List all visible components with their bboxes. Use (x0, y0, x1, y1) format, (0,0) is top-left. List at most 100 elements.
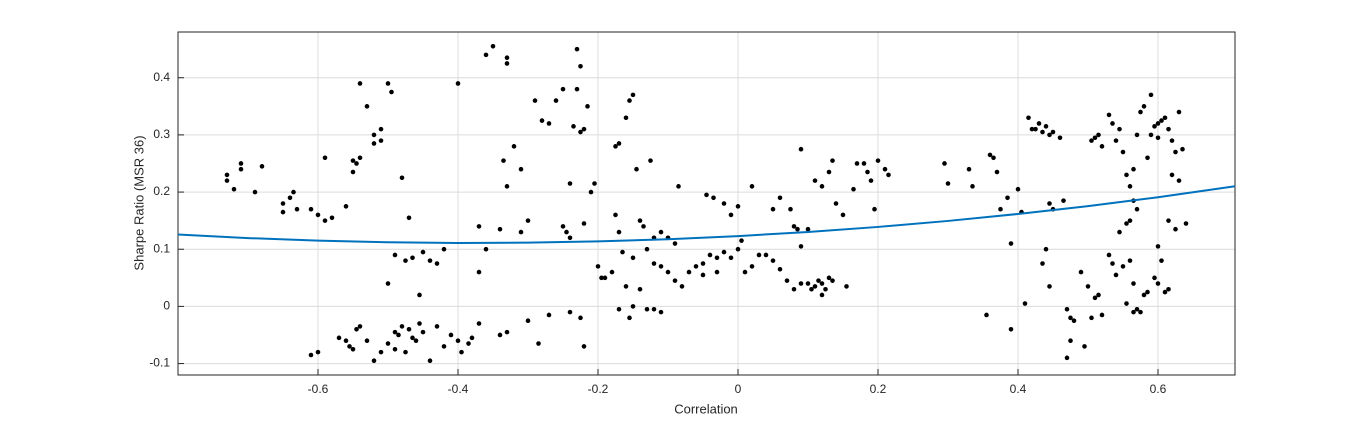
scatter-point (364, 104, 370, 109)
x-tick-label: 0.4 (1010, 382, 1027, 396)
scatter-point (343, 338, 349, 344)
scatter-point (616, 141, 622, 146)
scatter-point (413, 338, 419, 344)
scatter-point (455, 81, 461, 86)
scatter-point (830, 278, 835, 283)
scatter-point (651, 306, 657, 312)
scatter-point (1092, 135, 1098, 141)
scatter-point (371, 141, 377, 146)
scatter-point (343, 204, 349, 209)
scatter-point (861, 161, 867, 166)
scatter-point (581, 344, 587, 349)
scatter-point (1096, 132, 1101, 138)
scatter-point (840, 212, 846, 218)
scatter-point (403, 258, 408, 263)
scatter-point (459, 349, 464, 355)
scatter-point (378, 349, 384, 355)
scatter-point (991, 155, 996, 161)
scatter-point (648, 158, 653, 163)
scatter-point (224, 178, 230, 183)
scatter-point (1099, 144, 1105, 149)
scatter-point (623, 115, 629, 121)
scatter-point (504, 184, 510, 189)
scatter-point (1096, 292, 1101, 298)
scatter-point (585, 104, 590, 109)
scatter-point (749, 264, 755, 269)
x-axis-label: Correlation (674, 401, 738, 416)
scatter-point (854, 161, 860, 166)
scatter-point (791, 224, 797, 229)
scatter-point (630, 304, 636, 309)
scatter-point (1180, 146, 1185, 152)
scatter-point (812, 284, 818, 289)
scatter-point (578, 64, 583, 69)
scatter-point (1047, 132, 1052, 138)
scatter-point (882, 166, 888, 172)
scatter-point (676, 184, 681, 189)
scatter-point (441, 344, 447, 349)
scatter-point (357, 81, 363, 86)
scatter-point (1120, 149, 1126, 155)
scatter-point (599, 275, 604, 281)
scatter-point (560, 86, 566, 92)
scatter-point (511, 144, 517, 149)
x-tick-label: 0 (735, 382, 742, 396)
scatter-point (1036, 121, 1042, 126)
scatter-point (238, 161, 244, 166)
scatter-point (1166, 218, 1171, 223)
scatter-point (350, 158, 356, 163)
scatter-point (427, 258, 433, 263)
scatter-point (1078, 269, 1084, 275)
scatter-point (403, 349, 408, 355)
scatter-point (721, 249, 727, 255)
scatter-point (1110, 261, 1115, 266)
scatter-point (1057, 135, 1063, 141)
scatter-point (1110, 121, 1115, 126)
scatter-point (970, 184, 975, 189)
scatter-point (476, 224, 482, 229)
scatter-point (1138, 309, 1143, 315)
scatter-point (1176, 178, 1182, 183)
scatter-point (868, 178, 874, 183)
scatter-point (476, 269, 482, 275)
scatter-point (385, 281, 391, 286)
scatter-point (735, 204, 741, 209)
axes-box (177, 31, 1236, 376)
scatter-point (686, 269, 692, 275)
scatter-point (1082, 344, 1087, 349)
scatter-point (1183, 221, 1189, 226)
scatter-point (1008, 326, 1014, 332)
scatter-point (581, 221, 587, 226)
scatter-point (315, 349, 321, 355)
scatter-point (693, 264, 699, 269)
scatter-point (518, 166, 524, 172)
scatter-point (417, 321, 422, 326)
scatter-point (378, 138, 384, 143)
scatter-point (546, 121, 552, 126)
scatter-point (371, 358, 377, 364)
scatter-point (1134, 306, 1140, 312)
scatter-point (1134, 132, 1140, 138)
scatter-point (592, 181, 597, 186)
scatter-point (1159, 118, 1164, 123)
scatter-point (280, 209, 286, 215)
scatter-point (1162, 289, 1168, 295)
scatter-point (504, 329, 510, 335)
scatter-point (644, 246, 650, 252)
scatter-point (1173, 149, 1178, 155)
scatter-point (819, 292, 825, 298)
scatter-point (1113, 272, 1119, 278)
scatter-point (581, 126, 587, 132)
scatter-point (994, 169, 1000, 175)
scatter-point (816, 278, 821, 283)
scatter-point (336, 335, 342, 341)
scatter-point (665, 269, 671, 275)
scatter-point (1148, 132, 1154, 138)
scatter-point (1047, 201, 1052, 206)
scatter-point (602, 275, 608, 281)
scatter-point (613, 212, 618, 218)
scatter-point (844, 284, 849, 289)
scatter-point (469, 335, 475, 341)
